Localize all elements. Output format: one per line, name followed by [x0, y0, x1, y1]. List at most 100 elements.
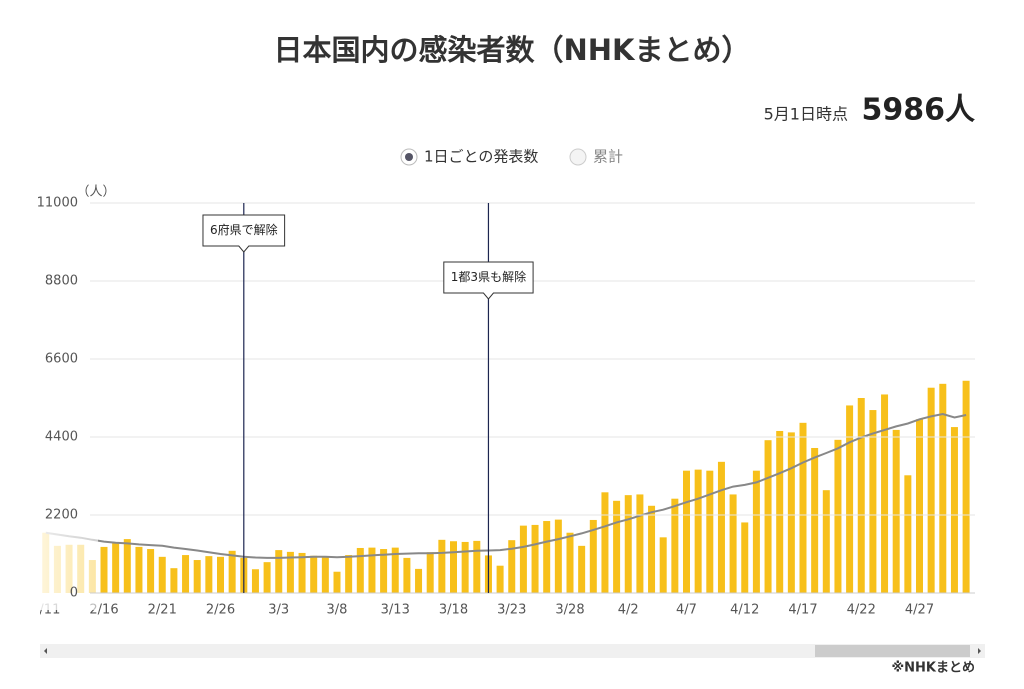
- bar: [916, 419, 923, 593]
- scroll-left[interactable]: [44, 648, 47, 654]
- x-tick-label: 3/3: [268, 603, 289, 618]
- y-tick-label: 2200: [45, 508, 78, 523]
- bar: [123, 539, 131, 593]
- bar: [275, 550, 283, 593]
- y-tick-label: 8800: [45, 274, 78, 289]
- bar: [321, 556, 329, 593]
- bar: [415, 568, 423, 593]
- x-tick-label: 4/12: [730, 603, 759, 618]
- bar: [613, 500, 621, 593]
- bar: [380, 549, 388, 593]
- annotation-label: 6府県で解除: [210, 222, 278, 237]
- bar: [892, 429, 900, 593]
- bar: [834, 439, 842, 593]
- as-of: 5月1日時点: [764, 105, 848, 124]
- legend-option[interactable]: 累計: [593, 148, 623, 166]
- bar: [519, 525, 527, 593]
- bar: [717, 461, 725, 593]
- bar: [438, 539, 446, 593]
- bar: [135, 546, 143, 593]
- bar: [112, 543, 120, 593]
- bar: [170, 568, 178, 593]
- bar: [368, 547, 376, 593]
- bar: [671, 498, 679, 593]
- bar: [286, 551, 294, 593]
- legend-label[interactable]: 1日ごとの発表数: [424, 148, 538, 166]
- bar: [100, 546, 108, 593]
- x-tick-label: 3/8: [327, 603, 348, 618]
- bar: [927, 387, 935, 593]
- bar: [193, 560, 201, 593]
- x-tick-label: 3/18: [439, 603, 468, 618]
- bar: [496, 565, 504, 593]
- bar: [811, 447, 819, 593]
- bar: [950, 427, 958, 593]
- y-unit: （人）: [76, 185, 115, 200]
- bar: [601, 492, 609, 593]
- x-tick-label: 4/7: [676, 603, 697, 618]
- bar: [217, 556, 224, 593]
- bar: [566, 532, 574, 593]
- bar: [799, 422, 807, 593]
- radio[interactable]: [569, 148, 587, 166]
- y-tick-label: 4400: [45, 430, 78, 445]
- bar: [578, 545, 586, 593]
- bar: [333, 571, 341, 593]
- bar: [356, 547, 364, 593]
- y-tick-label: 11000: [37, 196, 78, 211]
- bar: [846, 405, 854, 593]
- bar: [403, 557, 411, 593]
- bar: [450, 541, 457, 593]
- bar: [683, 470, 690, 593]
- bar: [251, 569, 259, 593]
- total: 5986人: [862, 93, 976, 128]
- bar: [729, 494, 737, 593]
- chart-title: 日本国内の感染者数（NHKまとめ）: [273, 33, 750, 67]
- annotation-box: [443, 261, 534, 300]
- bar: [554, 519, 562, 593]
- bar: [205, 556, 213, 593]
- bar: [752, 470, 760, 593]
- bar: [694, 469, 702, 593]
- bar: [659, 537, 667, 593]
- bar: [298, 552, 306, 593]
- bar: [589, 519, 597, 593]
- radio-dot: [405, 153, 413, 161]
- fade-overlay: [38, 520, 98, 610]
- bar: [531, 524, 539, 593]
- bar: [391, 547, 399, 593]
- bar: [787, 432, 795, 593]
- bar: [776, 430, 784, 593]
- scroll-thumb[interactable]: [815, 645, 970, 657]
- x-tick-label: 3/23: [497, 603, 526, 618]
- bar: [147, 549, 155, 593]
- bar: [869, 410, 877, 593]
- bar: [636, 494, 644, 593]
- scrollbar[interactable]: [40, 644, 985, 658]
- bar: [426, 552, 434, 593]
- bar: [822, 490, 830, 593]
- source: ※NHKまとめ: [892, 661, 975, 676]
- bar: [310, 555, 318, 593]
- bar: [461, 541, 469, 593]
- bar: [182, 555, 190, 593]
- annotation-box: [202, 214, 286, 253]
- scroll-right[interactable]: [978, 648, 981, 654]
- x-tick-label: 3/13: [381, 603, 410, 618]
- x-tick-label: 4/17: [788, 603, 817, 618]
- bar: [473, 540, 481, 593]
- bar: [706, 470, 714, 593]
- bar: [228, 550, 236, 593]
- x-tick-label: 2/26: [206, 603, 235, 618]
- bar: [263, 562, 271, 593]
- x-tick-label: 2/21: [148, 603, 177, 618]
- bar: [962, 380, 970, 593]
- bar: [741, 522, 749, 593]
- bar: [508, 540, 516, 593]
- y-tick-label: 0: [70, 586, 78, 601]
- annotation-label: 1都3県も解除: [451, 269, 526, 284]
- bar: [624, 495, 632, 593]
- bar: [543, 521, 551, 593]
